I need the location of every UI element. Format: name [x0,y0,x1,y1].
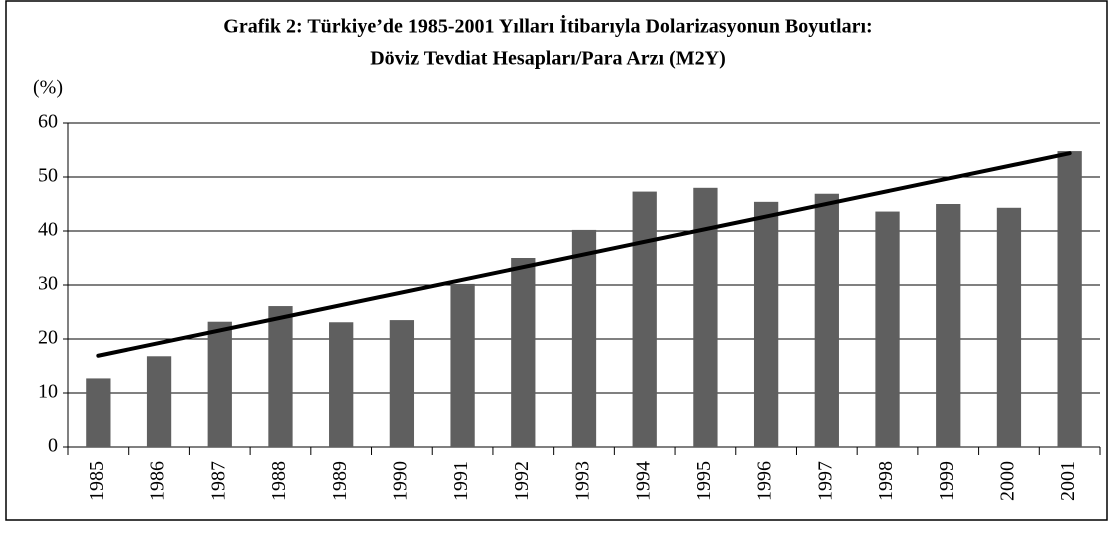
chart-title: Döviz Tevdiat Hesapları/Para Arzı (M2Y) [370,48,726,70]
bar [753,201,779,447]
bar [875,211,900,447]
x-tick-label: 1985 [86,461,108,501]
x-tick-label: 1997 [814,461,836,501]
bar [450,283,475,447]
y-tick-label: 10 [38,381,58,403]
y-tick-label: 0 [48,435,58,457]
x-tick-label: 2000 [997,461,1019,501]
bar [814,193,839,447]
y-tick-label: 40 [38,219,58,241]
bar [389,320,415,447]
bar [571,229,597,447]
bar [207,321,232,447]
x-tick-label: 2001 [1057,461,1079,501]
bar [146,356,172,447]
y-tick-label: 20 [38,327,58,349]
y-tick-label: 60 [38,111,58,133]
chart-border [5,0,1108,521]
bar [511,258,536,447]
y-axis-label: (%) [33,77,63,99]
x-tick-label: 1988 [268,461,290,501]
x-tick-label: 1994 [632,461,654,501]
bar [936,204,961,447]
bar [1057,151,1082,447]
x-tick-label: 1996 [754,461,776,501]
x-tick-label: 1989 [329,461,351,501]
x-tick-label: 1991 [450,461,472,501]
y-tick-label: 30 [38,273,58,295]
bar [632,191,657,447]
x-tick-label: 1995 [693,461,715,501]
chart-title: Grafik 2: Türkiye’de 1985-2001 Yılları İ… [223,14,872,38]
bar [329,322,354,447]
x-tick-label: 1998 [875,461,897,501]
bar [996,207,1022,447]
x-tick-label: 1987 [207,461,229,501]
bar [268,306,293,447]
bar [86,378,111,447]
x-tick-label: 1990 [389,461,411,501]
x-tick-label: 1999 [936,461,958,501]
trendline [96,151,1072,358]
x-tick-label: 1992 [511,461,533,501]
x-tick-label: 1993 [572,461,594,501]
y-tick-label: 50 [38,165,58,187]
x-tick-label: 1986 [147,461,169,501]
